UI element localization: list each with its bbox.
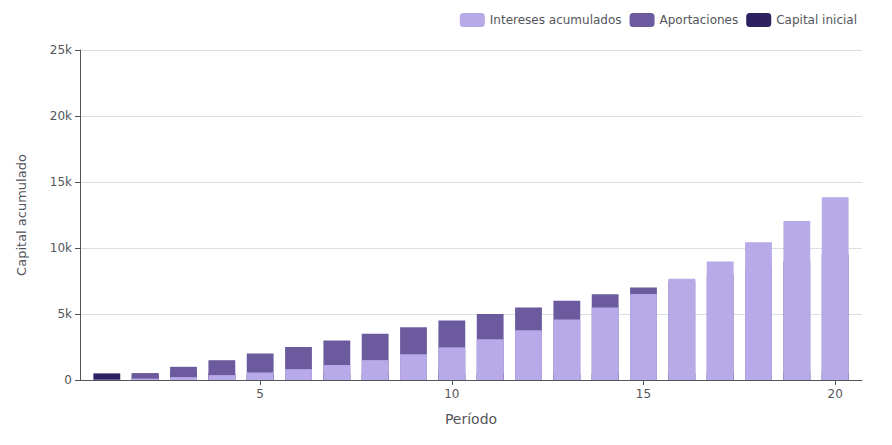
svg-text:20k: 20k: [50, 109, 72, 123]
svg-text:25k: 25k: [50, 43, 72, 57]
svg-text:Capital acumulado: Capital acumulado: [14, 154, 29, 276]
svg-text:Intereses acumulados: Intereses acumulados: [490, 13, 622, 27]
svg-text:15k: 15k: [50, 175, 72, 189]
svg-text:15: 15: [636, 387, 651, 401]
svg-text:10k: 10k: [50, 241, 72, 255]
svg-text:Aportaciones: Aportaciones: [660, 13, 739, 27]
svg-text:Período: Período: [445, 411, 497, 427]
svg-text:Capital inicial: Capital inicial: [776, 13, 857, 27]
svg-text:5: 5: [256, 387, 264, 401]
svg-text:10: 10: [444, 387, 459, 401]
svg-text:0: 0: [64, 373, 72, 387]
svg-text:5k: 5k: [57, 307, 72, 321]
svg-text:20: 20: [828, 387, 843, 401]
